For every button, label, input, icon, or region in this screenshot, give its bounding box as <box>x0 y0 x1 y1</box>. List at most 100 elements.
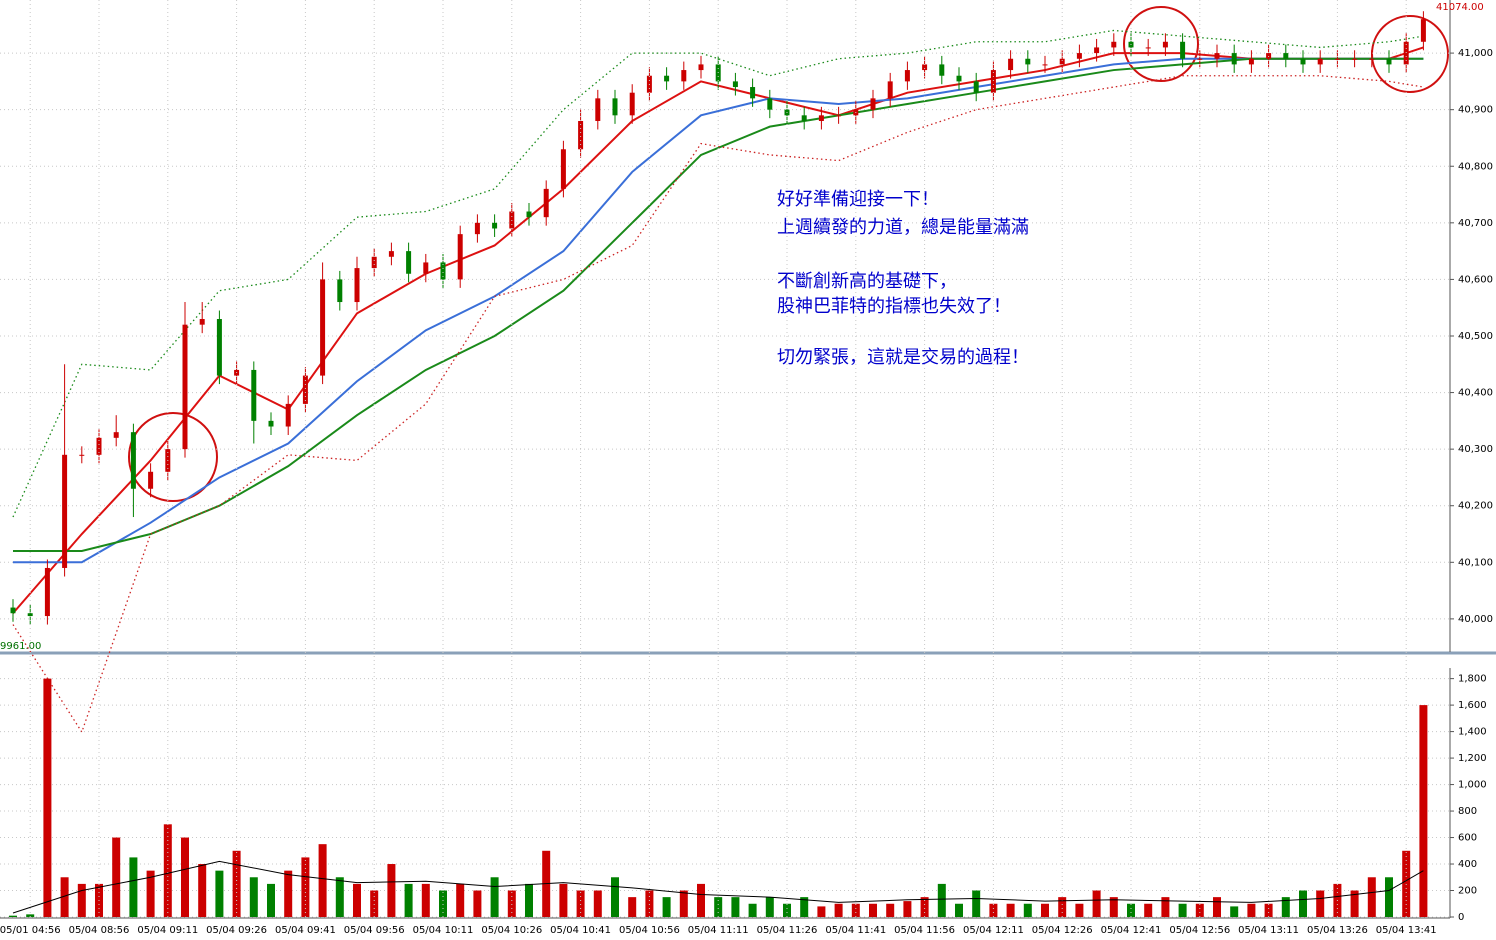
y-tick-label: 200 <box>1458 886 1477 897</box>
volume-bar <box>731 897 740 917</box>
volume-bar <box>1402 850 1411 917</box>
y-tick-label: 1,000 <box>1458 780 1487 791</box>
volume-bar <box>697 883 705 917</box>
candle-body <box>302 375 308 404</box>
candle-body <box>113 432 119 438</box>
volume-bar <box>473 890 482 917</box>
candle-body <box>904 70 910 82</box>
volume-bar <box>662 897 671 917</box>
candle-body <box>474 222 480 235</box>
candle-body <box>1317 58 1323 65</box>
volume-bar <box>679 890 688 917</box>
candle-body <box>1145 47 1151 49</box>
x-tick-label: 05/04 09:41 <box>275 925 336 936</box>
y-tick-label: 40,600 <box>1458 274 1493 285</box>
volume-bar <box>284 870 293 917</box>
volume-bar <box>181 837 189 917</box>
candle-body <box>578 120 584 150</box>
volume-bar <box>714 897 723 917</box>
candle-body <box>1386 58 1392 65</box>
candle-body <box>990 70 996 93</box>
volume-bar <box>1075 903 1084 917</box>
y-tick-label: 1,800 <box>1458 674 1487 685</box>
candle-body <box>732 81 738 88</box>
candle-body <box>199 319 205 325</box>
candle-body <box>1197 58 1203 60</box>
candle-body <box>251 369 257 421</box>
candle-body <box>526 211 532 218</box>
annotation-text: 股神巴菲特的指標也失效了！ <box>777 296 1011 317</box>
volume-bar <box>1058 897 1067 917</box>
volume-bar <box>112 837 121 917</box>
volume-bar <box>1350 890 1359 917</box>
x-tick-label: 05/04 12:11 <box>963 925 1024 936</box>
y-tick-label: 0 <box>1458 912 1464 923</box>
volume-bar <box>9 915 17 917</box>
volume-bar <box>370 890 379 917</box>
volume-bar <box>1092 890 1101 917</box>
volume-bar <box>645 890 654 917</box>
volume-bar <box>318 844 327 917</box>
highlight-circle <box>128 412 218 502</box>
candle-body <box>1025 58 1031 65</box>
candle-body <box>887 81 893 99</box>
volume-bar <box>851 903 860 917</box>
candle-body <box>801 115 807 121</box>
volume-bar <box>215 870 224 917</box>
candle-body <box>595 98 601 121</box>
volume-bar <box>576 890 585 917</box>
candle-body <box>337 279 343 303</box>
volume-bar <box>77 883 86 917</box>
y-tick-label: 40,300 <box>1458 444 1493 455</box>
volume-bar <box>1006 903 1015 917</box>
y-tick-label: 40,700 <box>1458 218 1493 229</box>
x-tick-label: 05/04 10:41 <box>550 925 611 936</box>
volume-bar <box>490 877 499 917</box>
volume-bar <box>1299 890 1307 917</box>
y-tick-label: 40,100 <box>1458 557 1493 568</box>
x-tick-label: 05/04 11:11 <box>688 925 749 936</box>
candle-body <box>492 222 498 229</box>
volume-bar <box>1264 903 1273 917</box>
volume-bar <box>404 883 413 917</box>
low-label: 9961.00 <box>0 641 41 652</box>
candle-body <box>216 319 222 376</box>
volume-bar <box>628 897 637 917</box>
x-tick-label: 05/04 10:56 <box>619 925 680 936</box>
annotation-text: 切勿緊張，這就是交易的過程！ <box>777 347 1029 368</box>
x-tick-label: 05/04 13:26 <box>1307 925 1368 936</box>
volume-bar <box>783 903 791 917</box>
x-tick-label: 05/04 12:26 <box>1032 925 1093 936</box>
y-tick-label: 40,900 <box>1458 105 1493 116</box>
volume-bar <box>267 883 275 917</box>
y-tick-label: 41,000 <box>1458 48 1493 59</box>
candle-body <box>10 607 16 614</box>
volume-bar <box>955 903 963 917</box>
volume-bar <box>1316 890 1325 917</box>
candle-body <box>1334 58 1340 60</box>
candle-body <box>836 115 842 117</box>
volume-bar <box>26 914 35 917</box>
volume-bar <box>60 877 69 917</box>
volume-bar <box>301 857 310 917</box>
candle-body <box>681 70 687 82</box>
candle-body <box>130 432 136 489</box>
y-tick-label: 800 <box>1458 806 1477 817</box>
volume-bar <box>1144 903 1153 917</box>
volume-bar <box>869 903 877 917</box>
candle-body <box>1369 58 1375 60</box>
high-label: 41074.00 <box>1436 2 1484 13</box>
candle-body <box>1403 41 1409 65</box>
y-tick-label: 400 <box>1458 859 1477 870</box>
volume-bar <box>1041 903 1049 917</box>
y-tick-label: 40,200 <box>1458 501 1493 512</box>
candle-body <box>560 149 566 189</box>
volume-bar <box>387 864 396 917</box>
volume-bar <box>593 890 602 917</box>
candle-body <box>1300 58 1306 65</box>
volume-bar <box>353 883 361 917</box>
volume-bar <box>972 890 981 917</box>
candle-body <box>922 64 928 71</box>
candle-body <box>664 75 670 82</box>
